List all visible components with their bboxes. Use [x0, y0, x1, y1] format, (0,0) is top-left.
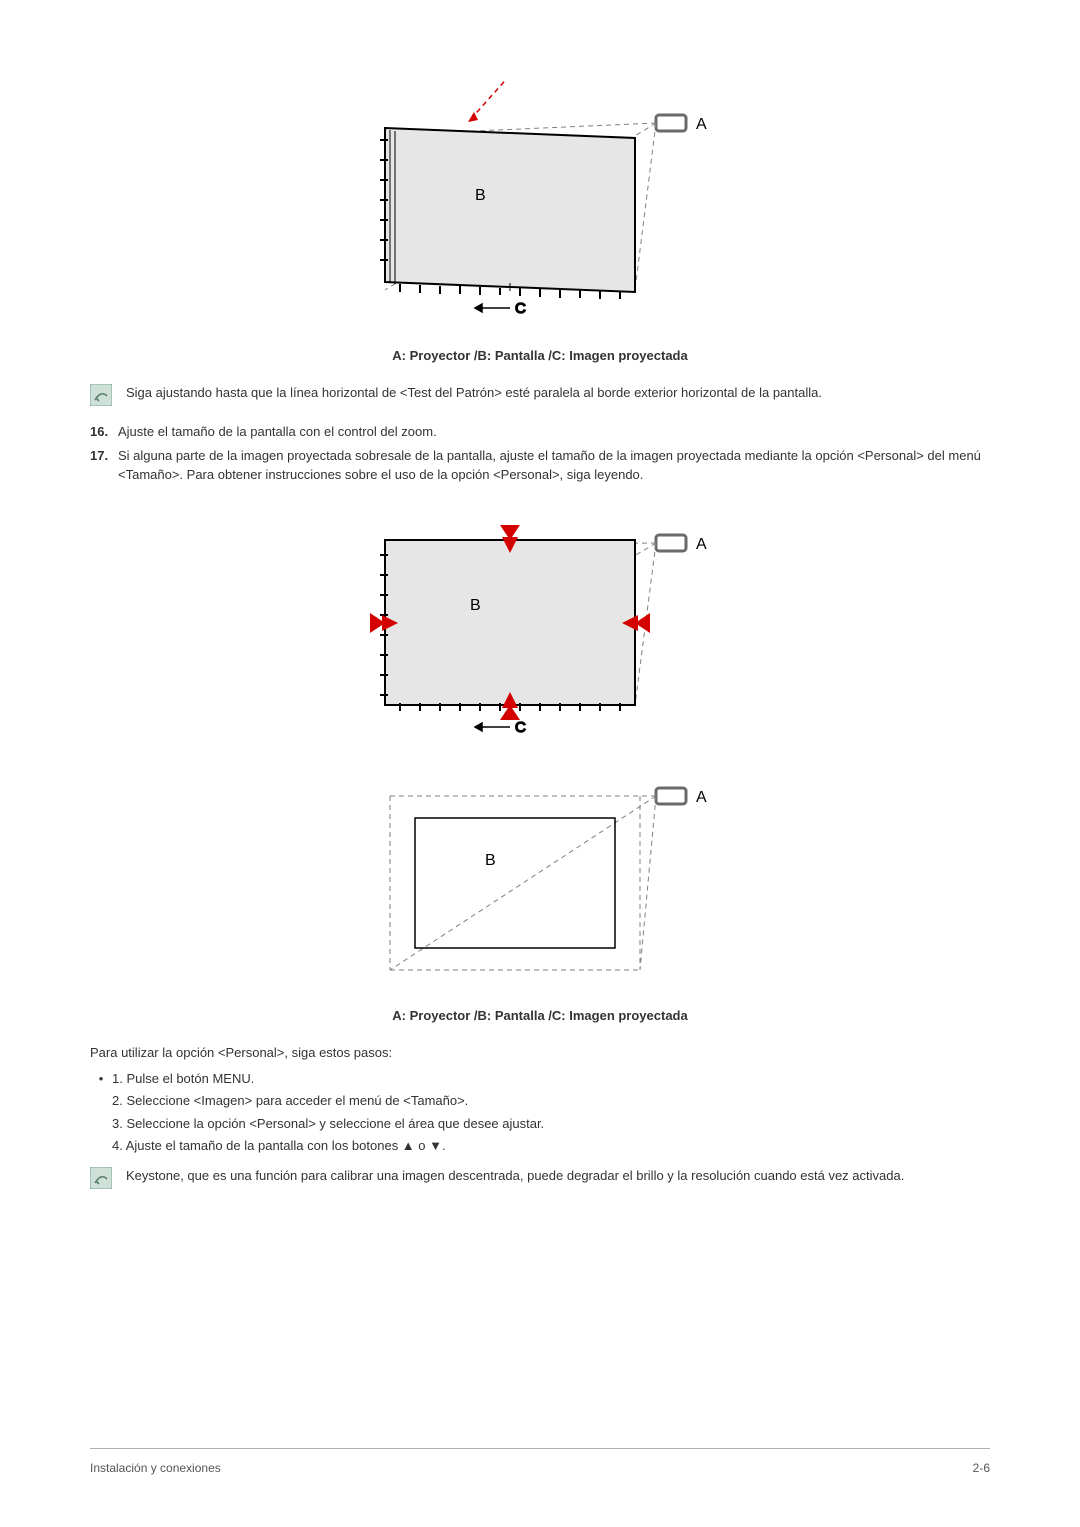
sub-step-1-text: 1. Pulse el botón MENU. — [112, 1069, 990, 1089]
step-17: 17. Si alguna parte de la imagen proyect… — [90, 446, 990, 485]
footer-left: Instalación y conexiones — [90, 1459, 221, 1477]
personal-steps-intro: Para utilizar la opción <Personal>, siga… — [90, 1043, 990, 1063]
page-footer: Instalación y conexiones 2-6 — [90, 1448, 990, 1477]
figure-2: A — [90, 515, 990, 751]
sub-step-2: 2. Seleccione <Imagen> para acceder el m… — [90, 1091, 990, 1111]
note-1: Siga ajustando hasta que la línea horizo… — [90, 383, 990, 406]
step-17-body: Si alguna parte de la imagen proyectada … — [118, 446, 990, 485]
sub-step-3: 3. Seleccione la opción <Personal> y sel… — [90, 1114, 990, 1134]
step-16: 16. Ajuste el tamaño de la pantalla con … — [90, 422, 990, 442]
figure-2-3-caption: A: Proyector /B: Pantalla /C: Imagen pro… — [90, 1006, 990, 1026]
svg-text:B: B — [475, 187, 486, 204]
note-icon — [90, 384, 112, 406]
svg-text:C: C — [515, 300, 526, 317]
step-17-num: 17. — [90, 446, 118, 485]
sub-step-1: • 1. Pulse el botón MENU. — [90, 1069, 990, 1089]
sub-step-3-text: 3. Seleccione la opción <Personal> y sel… — [112, 1114, 990, 1134]
svg-text:B: B — [470, 597, 481, 614]
note-2: Keystone, que es una función para calibr… — [90, 1166, 990, 1189]
sub-step-4: 4. Ajuste el tamaño de la pantalla con l… — [90, 1136, 990, 1156]
personal-steps-list: • 1. Pulse el botón MENU. 2. Seleccione … — [90, 1069, 990, 1156]
numbered-steps: 16. Ajuste el tamaño de la pantalla con … — [90, 422, 990, 485]
svg-text:A: A — [696, 789, 707, 806]
figure-1: A — [90, 80, 990, 336]
footer-right: 2-6 — [973, 1459, 990, 1477]
svg-text:C: C — [515, 719, 526, 736]
bullet-icon: • — [90, 1069, 112, 1089]
svg-text:A: A — [696, 536, 707, 553]
figure-1-caption: A: Proyector /B: Pantalla /C: Imagen pro… — [90, 346, 990, 366]
note-icon — [90, 1167, 112, 1189]
svg-text:B: B — [485, 852, 496, 869]
step-16-num: 16. — [90, 422, 118, 442]
figure-3: A B — [90, 770, 990, 996]
note-2-text: Keystone, que es una función para calibr… — [126, 1166, 990, 1186]
svg-text:A: A — [696, 116, 707, 133]
sub-step-4-text: 4. Ajuste el tamaño de la pantalla con l… — [112, 1136, 990, 1156]
step-16-body: Ajuste el tamaño de la pantalla con el c… — [118, 422, 990, 442]
note-1-text: Siga ajustando hasta que la línea horizo… — [126, 383, 990, 403]
document-page: A — [0, 0, 1080, 1527]
sub-step-2-text: 2. Seleccione <Imagen> para acceder el m… — [112, 1091, 990, 1111]
